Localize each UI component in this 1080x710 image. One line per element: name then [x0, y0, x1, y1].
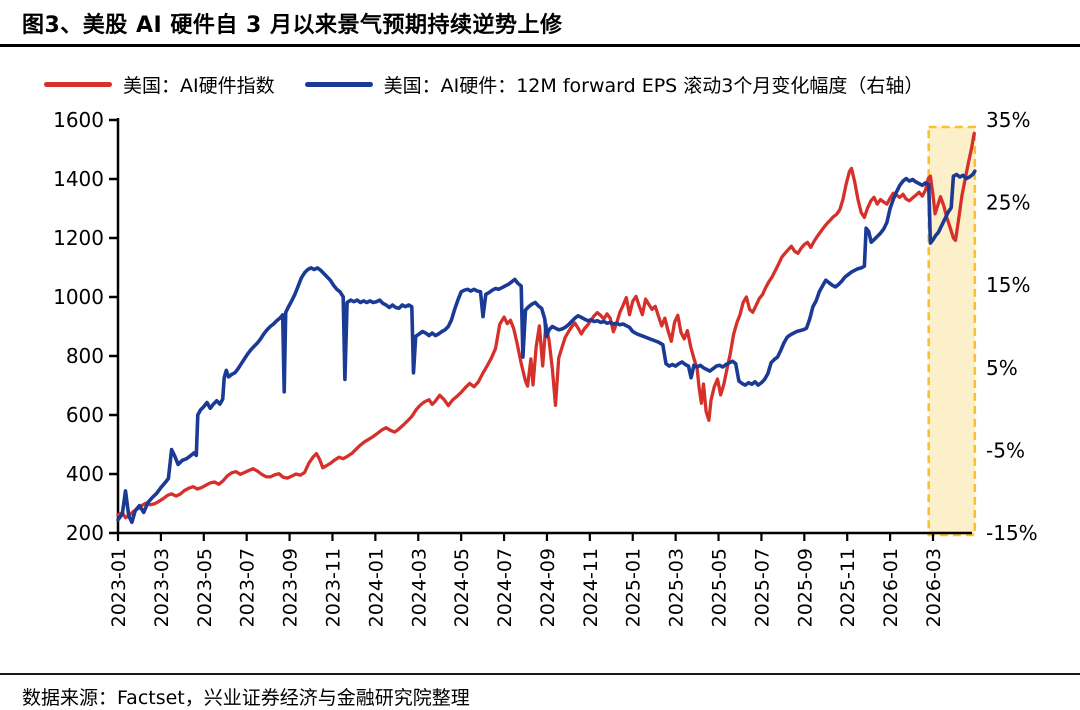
- x-axis-tick-label: 2023-01: [108, 548, 130, 627]
- left-axis-tick-label: 800: [66, 344, 104, 368]
- x-axis-tick-label: 2024-01: [365, 548, 387, 627]
- x-axis-tick-label: 2024-09: [537, 548, 559, 627]
- right-axis-tick-label: 35%: [986, 108, 1030, 132]
- right-axis-tick-label: 15%: [986, 273, 1030, 297]
- legend-label-index: 美国：AI硬件指数: [123, 75, 275, 97]
- left-axis-tick-label: 1000: [53, 285, 104, 309]
- red-line-swatch: [44, 82, 112, 87]
- x-axis-tick-label: 2023-09: [280, 548, 302, 627]
- x-axis-tick-label: 2026-03: [923, 548, 945, 627]
- title-divider: [0, 44, 1080, 47]
- x-axis-tick-label: 2023-07: [237, 548, 259, 627]
- x-axis-tick-label: 2025-07: [751, 548, 773, 627]
- source-note: 数据来源：Factset，兴业证券经济与金融研究院整理: [22, 687, 470, 709]
- left-axis-tick-label: 1200: [53, 226, 104, 250]
- x-axis-tick-label: 2025-05: [709, 548, 731, 627]
- left-axis-tick-label: 1600: [53, 108, 104, 132]
- legend-item-eps: 美国：AI硬件：12M forward EPS 滚动3个月变化幅度（右轴）: [304, 71, 924, 98]
- x-axis-tick-label: 2024-03: [408, 548, 430, 627]
- x-axis-tick-label: 2023-05: [194, 548, 216, 627]
- x-axis-tick-label: 2025-01: [623, 548, 645, 627]
- ai-hardware-index-line: [116, 131, 976, 520]
- right-axis-tick-label: 25%: [986, 191, 1030, 215]
- right-axis-tick-label: -5%: [986, 438, 1025, 462]
- x-axis-tick-label: 2025-11: [837, 548, 859, 627]
- legend-label-eps: 美国：AI硬件：12M forward EPS 滚动3个月变化幅度（右轴）: [383, 75, 924, 97]
- right-axis-tick-label: 5%: [986, 356, 1018, 380]
- x-axis-tick-label: 2024-05: [451, 548, 473, 627]
- x-axis-tick-label: 2023-11: [322, 548, 344, 627]
- chart-title: 图3、美股 AI 硬件自 3 月以来景气预期持续逆势上修: [22, 13, 563, 38]
- x-axis-tick-label: 2026-01: [880, 548, 902, 627]
- x-axis-tick-label: 2024-11: [580, 548, 602, 627]
- x-axis-tick-label: 2025-09: [794, 548, 816, 627]
- legend-item-index: 美国：AI硬件指数: [44, 71, 275, 98]
- x-axis-tick-label: 2023-03: [151, 548, 173, 627]
- left-axis-tick-label: 200: [66, 521, 104, 545]
- navy-line-swatch: [304, 82, 373, 87]
- right-axis-tick-label: -15%: [986, 521, 1038, 545]
- footer-divider: [0, 673, 1080, 675]
- legend: 美国：AI硬件指数 美国：AI硬件：12M forward EPS 滚动3个月变…: [44, 71, 953, 98]
- eps-forward-change-line: [116, 169, 977, 525]
- left-axis-tick-label: 600: [66, 403, 104, 427]
- left-axis-tick-label: 400: [66, 462, 104, 486]
- x-axis-tick-label: 2025-03: [666, 548, 688, 627]
- highlight-region-border: [927, 125, 977, 537]
- x-axis-tick-label: 2024-07: [494, 548, 516, 627]
- left-axis-tick-label: 1400: [53, 167, 104, 191]
